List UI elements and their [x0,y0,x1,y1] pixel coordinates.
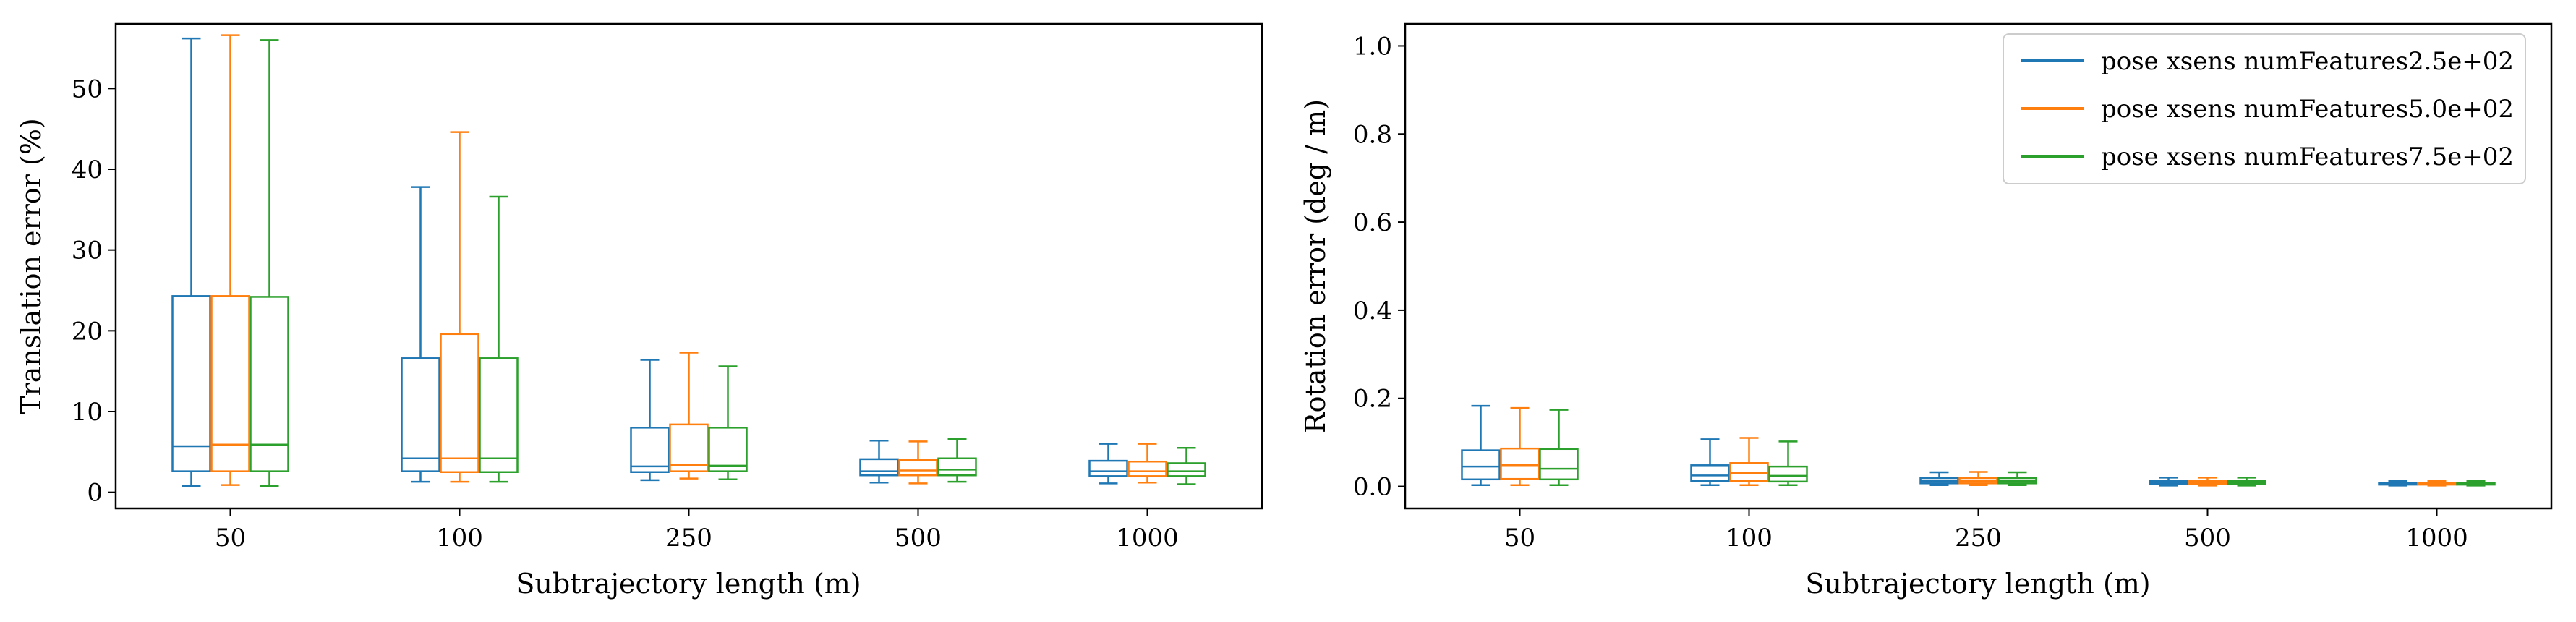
legend-frame [2003,33,2526,184]
iqr-box [479,357,519,473]
translation-error-box-1-500 [859,439,899,484]
translation-error-chart: 0 10 20 30 40 50 50 100 250 500 1000 Subtrajector… [15,22,1263,600]
iqr-box [401,357,440,472]
legend-label-series-3: pose xsens numFeatures7.5e+02 [2101,142,2514,171]
translation-error-y-tick-label: 10 [72,398,103,427]
translation-error-x-tick-label: 50 [215,524,246,553]
rotation-error-box-3-500 [2227,477,2266,487]
rotation-error-box-2-100 [1729,437,1769,486]
rotation-error-box-1-1000 [2378,480,2418,487]
iqr-box [898,459,938,477]
rotation-error-y-axis-label: Rotation error (deg / m) [1300,99,1331,433]
rotation-error-y-ticks: 0.0 0.2 0.4 0.6 0.8 1.0 [1353,32,1405,502]
rotation-error-box-1-250 [1919,471,1959,486]
rotation-error-y-tick-label: 0.2 [1353,385,1392,414]
iqr-box [1127,460,1167,477]
rotation-error-x-tick-label: 250 [1955,524,2002,553]
translation-error-y-tick-label: 40 [72,156,103,184]
translation-error-box-3-1000 [1167,447,1206,485]
translation-error-box-1-250 [630,359,670,482]
rotation-error-box-2-250 [1958,471,1998,486]
translation-error-boxes [171,34,1206,487]
translation-error-box-2-50 [210,34,250,486]
translation-error-box-3-500 [937,438,977,483]
iqr-box [1088,459,1128,477]
iqr-box [1500,447,1540,480]
rotation-error-x-tick-label: 50 [1504,524,1535,553]
translation-error-box-1-50 [171,37,211,487]
rotation-error-box-2-1000 [2417,480,2457,487]
iqr-box [1461,449,1501,481]
iqr-box [669,423,709,472]
iqr-box [708,427,748,472]
translation-error-box-3-250 [708,365,748,481]
iqr-box [1768,465,1808,483]
translation-error-x-axis-label: Subtrajectory length (m) [516,568,861,600]
iqr-box [859,458,899,477]
iqr-box [171,295,211,472]
translation-error-x-tick-label: 1000 [1116,524,1179,553]
rotation-error-box-3-100 [1768,440,1808,486]
translation-error-y-tick-label: 0 [87,479,103,508]
rotation-error-box-3-50 [1539,409,1579,486]
translation-error-y-ticks: 0 10 20 30 40 50 [72,74,116,508]
translation-error-y-tick-label: 50 [72,74,103,103]
translation-error-y-axis-label: Translation error (%) [15,118,47,414]
rotation-error-box-3-1000 [2456,480,2496,487]
iqr-box [937,457,977,477]
iqr-box [630,427,670,473]
legend-label-series-2: pose xsens numFeatures5.0e+02 [2101,95,2514,124]
rotation-error-x-ticks: 50 100 250 500 1000 [1504,508,2468,553]
rotation-error-x-tick-label: 1000 [2405,524,2468,553]
translation-error-box-2-1000 [1127,443,1167,484]
translation-error-x-ticks: 50 100 250 500 1000 [215,508,1179,553]
iqr-box [1539,448,1579,481]
translation-error-box-2-500 [898,440,938,485]
iqr-box [440,333,479,473]
iqr-box [250,296,289,472]
iqr-box [1690,464,1730,482]
translation-error-x-tick-label: 250 [665,524,712,553]
rotation-error-y-tick-label: 0.4 [1353,297,1392,325]
iqr-box [210,295,250,472]
iqr-box [1167,462,1206,477]
rotation-error-boxes [1461,404,2496,487]
rotation-error-box-1-50 [1461,404,1501,486]
rotation-error-y-tick-label: 0.6 [1353,208,1392,237]
rotation-error-x-tick-label: 100 [1726,524,1773,553]
translation-error-box-2-250 [669,352,709,480]
translation-error-x-tick-label: 100 [436,524,483,553]
translation-error-box-1-100 [401,186,440,483]
rotation-error-x-tick-label: 500 [2184,524,2231,553]
rotation-error-box-3-250 [1997,471,2037,486]
translation-error-box-3-50 [250,39,289,487]
rotation-error-box-2-50 [1500,406,1540,486]
rotation-error-y-tick-label: 1.0 [1353,32,1392,61]
rotation-error-box-1-100 [1690,438,1730,486]
rotation-error-box-2-500 [2188,477,2227,487]
rotation-error-chart: 0.0 0.2 0.4 0.6 0.8 1.0 50 100 250 500 1000 Subtr… [1300,22,2553,600]
translation-error-box-3-100 [479,195,519,483]
rotation-error-y-tick-label: 0.8 [1353,120,1392,149]
translation-error-x-tick-label: 500 [895,524,942,553]
legend-label-series-1: pose xsens numFeatures2.5e+02 [2101,47,2514,76]
translation-error-y-tick-label: 30 [72,237,103,265]
iqr-box [1729,462,1769,482]
translation-error-box-2-100 [440,131,479,483]
rotation-error-x-axis-label: Subtrajectory length (m) [1805,568,2150,600]
legend: pose xsens numFeatures2.5e+02 pose xsens… [2003,33,2526,184]
translation-error-box-1-1000 [1088,443,1128,485]
rotation-error-box-1-500 [2149,477,2188,487]
translation-error-y-tick-label: 20 [72,317,103,346]
rotation-error-y-tick-label: 0.0 [1353,473,1392,502]
